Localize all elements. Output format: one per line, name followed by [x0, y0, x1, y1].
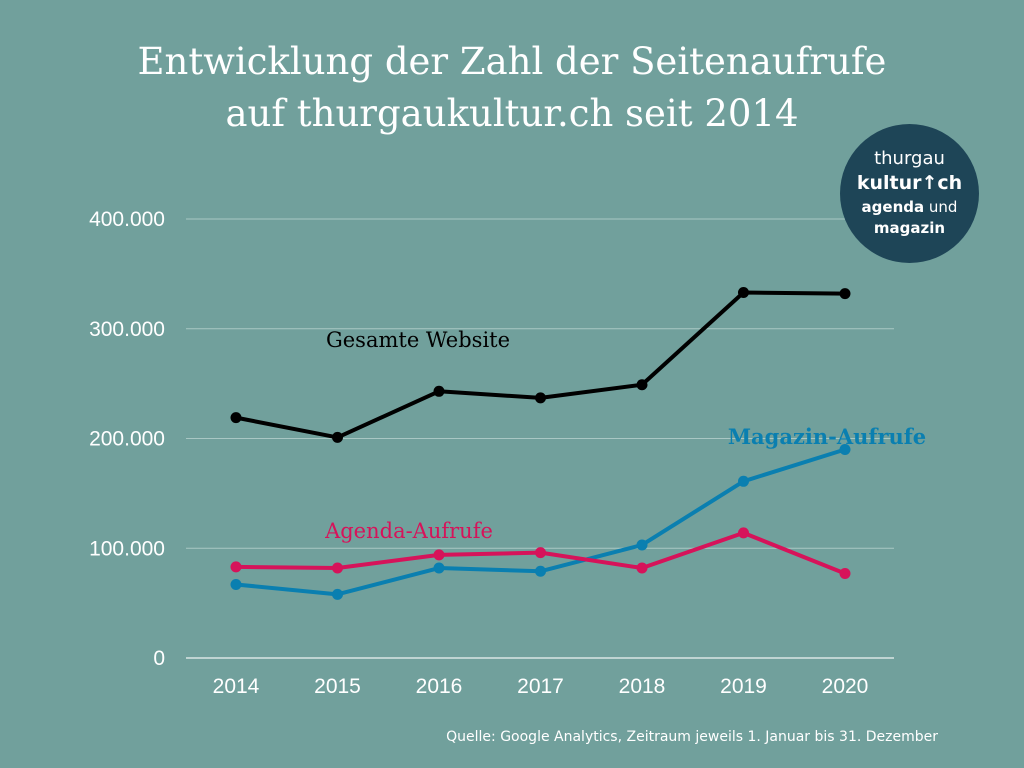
- data-point: [535, 565, 546, 577]
- data-point: [332, 588, 343, 600]
- series-1: [230, 443, 851, 600]
- series-2: [230, 527, 851, 579]
- logo-text-kultur-ch: kultur↑ch: [840, 172, 979, 194]
- arrow-up-icon: ↑: [921, 172, 938, 194]
- x-tick-label: 2018: [619, 675, 666, 698]
- logo-text-magazin: magazin: [873, 219, 946, 237]
- data-point: [839, 288, 851, 300]
- data-point: [738, 475, 749, 487]
- data-point: [636, 539, 648, 551]
- logo-text-ch: ch: [937, 172, 963, 194]
- series-label: Gesamte Website: [326, 328, 510, 352]
- data-point: [839, 567, 851, 579]
- logo-text-und: und: [928, 198, 958, 216]
- series-label: Magazin-Aufrufe: [728, 424, 926, 449]
- x-tick-label: 2014: [213, 675, 260, 698]
- y-tick-label: 200.000: [89, 428, 165, 451]
- y-tick-label: 400.000: [89, 208, 165, 231]
- x-tick-label: 2020: [822, 675, 869, 698]
- x-tick-label: 2017: [517, 675, 564, 698]
- series-label: Agenda-Aufrufe: [324, 519, 493, 543]
- data-point: [433, 562, 445, 574]
- logo-text-kultur: kultur: [856, 172, 922, 194]
- data-point: [738, 287, 749, 299]
- series-line: [234, 290, 847, 440]
- logo-text-agenda-und: agenda und: [840, 198, 979, 216]
- data-point: [332, 562, 343, 574]
- data-point: [535, 392, 546, 404]
- data-point: [230, 561, 242, 573]
- series-0: [230, 287, 851, 443]
- logo-text-thurgau: thurgau: [874, 148, 945, 169]
- chart-title-line-1: Entwicklung der Zahl der Seitenaufrufe: [137, 40, 887, 83]
- x-tick-label: 2015: [314, 675, 361, 698]
- x-tick-label: 2019: [720, 675, 767, 698]
- data-point: [535, 547, 546, 559]
- data-point: [332, 431, 343, 443]
- data-point: [636, 562, 648, 574]
- y-tick-label: 0: [153, 647, 165, 670]
- data-point: [738, 527, 749, 539]
- data-point: [230, 412, 242, 424]
- source-note: Quelle: Google Analytics, Zeitraum jewei…: [446, 729, 938, 745]
- y-tick-label: 100.000: [89, 537, 165, 560]
- chart-title: Entwicklung der Zahl der Seitenaufrufe a…: [0, 36, 1024, 140]
- x-tick-label: 2016: [416, 675, 463, 698]
- data-point: [433, 549, 445, 561]
- data-point: [839, 443, 851, 455]
- logo-text-agenda: agenda: [861, 198, 925, 216]
- y-tick-label: 300.000: [89, 318, 165, 341]
- thurgaukultur-logo: thurgau kultur↑ch agenda und magazin: [840, 124, 979, 263]
- data-point: [433, 385, 445, 397]
- data-point: [230, 578, 242, 590]
- chart-title-line-2: auf thurgaukultur.ch seit 2014: [225, 92, 799, 135]
- data-point: [636, 379, 648, 391]
